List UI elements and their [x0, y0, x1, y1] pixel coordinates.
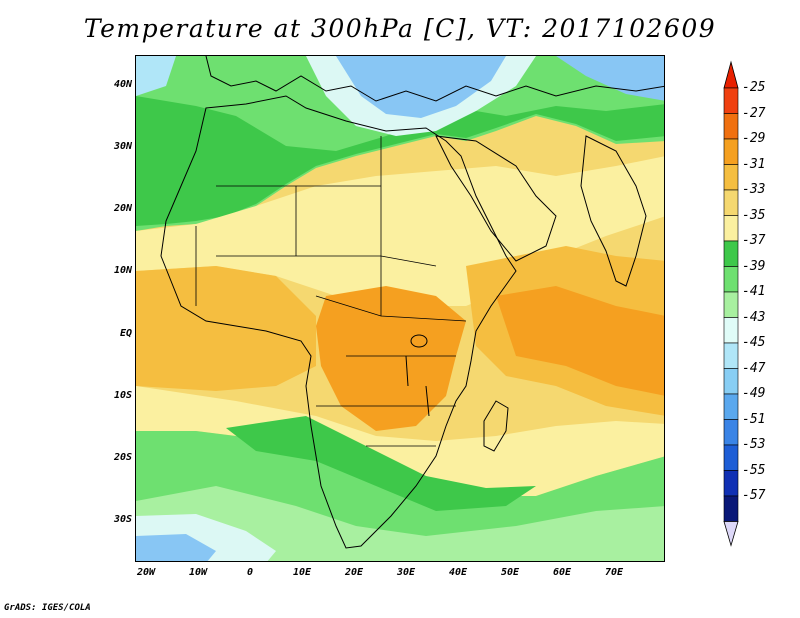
- country-borders: [195, 136, 467, 447]
- footer-credit: GrADS: IGES/COLA: [4, 603, 91, 613]
- colorbar-label: -31: [742, 156, 766, 172]
- colorbar-label: -45: [742, 335, 766, 350]
- colorbar-label: -29: [742, 131, 766, 146]
- colorbar-swatch: [723, 393, 739, 420]
- lake-malawi: [425, 385, 430, 417]
- colorbar-label: -51: [742, 411, 766, 427]
- southwest-blue-pocket: [136, 534, 216, 561]
- lat-label-20s: 20S: [113, 452, 132, 463]
- colorbar-swatch: [723, 266, 739, 293]
- lake-victoria: [410, 334, 428, 348]
- lon-label-10w: 10W: [188, 567, 208, 578]
- mediterranean-blue-core: [336, 56, 506, 118]
- lon-label-60e: 60E: [552, 567, 572, 578]
- indian-ocean-orange-core: [496, 286, 664, 396]
- colorbar-swatch: [723, 444, 739, 471]
- colorbar-label: -55: [742, 462, 766, 478]
- india-outline: [580, 135, 647, 287]
- colorbar-swatch: [723, 164, 739, 191]
- lat-label-eq: EQ: [119, 328, 132, 339]
- colorbar-swatch: [723, 342, 739, 369]
- lon-label-40e: 40E: [448, 567, 468, 578]
- colorbar-label: -35: [742, 207, 766, 223]
- colorbar-swatch: [723, 495, 739, 522]
- colorbar-label: -39: [742, 258, 766, 274]
- lat-label-30n: 30N: [113, 141, 132, 152]
- colorbar-swatches: [723, 60, 739, 547]
- colorbar-label: -57: [742, 488, 766, 503]
- colorbar-swatch: [723, 419, 739, 446]
- lon-label-30e: 30E: [396, 567, 416, 578]
- colorbar-swatch: [723, 240, 739, 267]
- south-light-green: [136, 486, 664, 561]
- colorbar-swatch: [723, 291, 739, 318]
- colorbar-label: -33: [742, 182, 766, 197]
- northeast-cold-corner: [556, 56, 664, 101]
- colorbar-top-arrow: [723, 60, 739, 89]
- central-africa-warm-core: [316, 286, 466, 431]
- colorbar-swatch: [723, 368, 739, 395]
- north-green-dark: [136, 96, 664, 226]
- northwest-cold-corner: [136, 56, 176, 96]
- lat-label-10n: 10N: [113, 265, 132, 276]
- southern-pale-band: [136, 386, 664, 496]
- colorbar-bottom-arrow: [723, 521, 739, 547]
- lat-label-10s: 10S: [113, 390, 132, 401]
- colorbar-label: -47: [742, 360, 766, 376]
- lat-label-20n: 20N: [113, 203, 132, 214]
- colorbar-swatch: [723, 189, 739, 216]
- colorbar-label: -43: [742, 309, 766, 325]
- colorbar-label: -25: [742, 80, 766, 95]
- colorbar-swatch: [723, 470, 739, 497]
- europe-coastline: [205, 56, 664, 102]
- lake-tanganyika: [405, 355, 409, 387]
- colorbar-label: -49: [742, 386, 766, 401]
- colorbar-swatch: [723, 215, 739, 242]
- madagascar-outline: [483, 400, 509, 452]
- lon-label-50e: 50E: [500, 567, 520, 578]
- lon-label-70e: 70E: [604, 567, 624, 578]
- temperature-field: [136, 56, 664, 561]
- colorbar-label: -53: [742, 437, 766, 452]
- lon-label-20w: 20W: [136, 567, 156, 578]
- lon-label-20e: 20E: [344, 567, 364, 578]
- arabian-peninsula-outline: [435, 135, 557, 262]
- lat-label-40n: 40N: [113, 79, 132, 90]
- lon-label-0: 0: [246, 567, 254, 578]
- colorbar-label: -37: [742, 233, 766, 248]
- colorbar-label: -27: [742, 105, 766, 121]
- south-green-dark: [226, 416, 536, 511]
- lon-label-10e: 10E: [292, 567, 312, 578]
- colorbar: [722, 60, 800, 560]
- lat-label-30s: 30S: [113, 514, 132, 525]
- west-atlantic-warm: [136, 266, 316, 391]
- colorbar-swatch: [723, 138, 739, 165]
- map-title: Temperature at 300hPa [C], VT: 201710260…: [83, 14, 717, 43]
- colorbar-swatch: [723, 87, 739, 114]
- temperature-map: [135, 55, 665, 562]
- colorbar-swatch: [723, 317, 739, 344]
- colorbar-swatch: [723, 113, 739, 140]
- colorbar-label: -41: [742, 284, 766, 299]
